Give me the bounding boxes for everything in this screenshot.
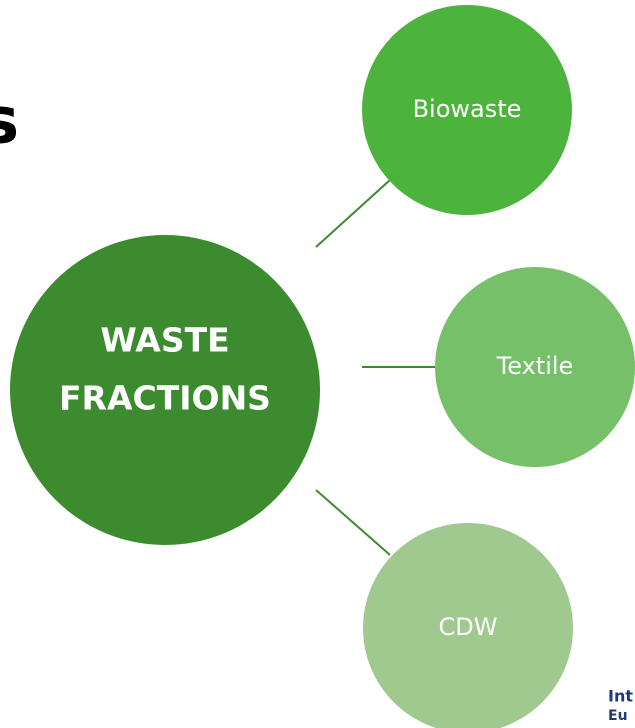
logo-fragment: Eu [608, 708, 628, 724]
center-label: FRACTIONS [59, 379, 271, 418]
node-label: Biowaste [413, 95, 522, 123]
logo-fragment: Int [608, 687, 633, 706]
node [363, 523, 573, 728]
node [362, 5, 572, 215]
center-node [10, 235, 320, 545]
center-label: WASTE [100, 321, 229, 360]
node-label: CDW [439, 613, 498, 641]
connector [315, 179, 391, 248]
title-fragment: s [0, 85, 19, 159]
connector [315, 489, 391, 556]
node-label: Textile [496, 352, 574, 380]
node [435, 267, 635, 467]
